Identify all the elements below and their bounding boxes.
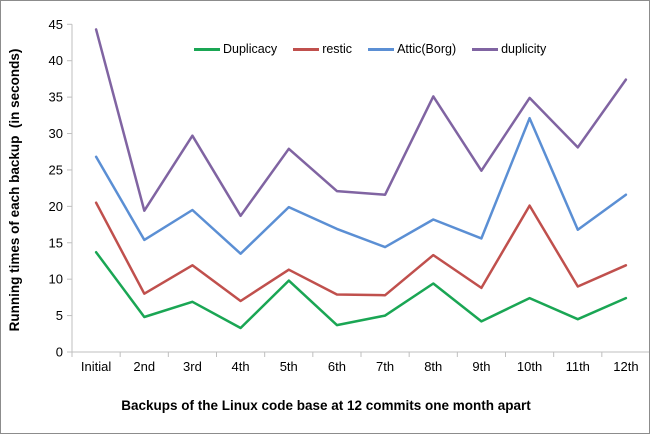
legend-item-attic-borg-: Attic(Borg) [368, 42, 456, 56]
x-category-label: 2nd [133, 359, 155, 374]
x-category-label: 7th [376, 359, 394, 374]
series-line-duplicacy [94, 250, 628, 330]
x-category-label: 3rd [183, 359, 202, 374]
series-line-attic-borg- [94, 116, 628, 255]
legend-label: Attic(Borg) [397, 42, 457, 56]
y-axis-title: Running times of each backup (in seconds… [7, 48, 22, 332]
y-tick-label: 5 [56, 308, 63, 323]
y-tick-label: 30 [49, 126, 63, 141]
y-tick-label: 45 [49, 17, 63, 32]
legend-label: Duplicacy [223, 42, 278, 56]
x-category-label: 4th [232, 359, 250, 374]
x-category-label: 10th [517, 359, 542, 374]
series-line-restic [94, 201, 628, 303]
legend-swatch [368, 47, 395, 51]
legend-label: restic [322, 42, 353, 56]
x-category-label: 6th [328, 359, 346, 374]
legend-item-duplicacy: Duplicacy [194, 42, 277, 56]
x-category-label: 12th [613, 359, 638, 374]
legend-swatch [472, 47, 499, 51]
x-category-label: Initial [81, 359, 111, 374]
legend-item-restic: restic [293, 42, 352, 56]
y-tick-label: 15 [49, 235, 63, 250]
x-category-label: 5th [280, 359, 298, 374]
y-tick-label: 20 [49, 199, 63, 214]
y-tick-label: 35 [49, 90, 63, 105]
legend-swatch [293, 47, 320, 51]
chart-legend: Duplicacy restic Attic(Borg) duplicity [194, 42, 546, 56]
legend-label: duplicity [501, 42, 547, 56]
x-category-label: 11th [566, 359, 590, 374]
legend-swatch [194, 47, 220, 51]
y-tick-label: 25 [49, 162, 63, 177]
x-category-label: 9th [472, 359, 490, 374]
series-line-duplicity [94, 28, 628, 218]
x-category-label: 8th [424, 359, 442, 374]
y-tick-label: 40 [49, 53, 63, 68]
y-tick-label: 0 [56, 345, 63, 360]
y-tick-label: 10 [49, 272, 63, 287]
legend-item-duplicity: duplicity [472, 42, 546, 56]
x-axis-title: Backups of the Linux code base at 12 com… [121, 398, 531, 413]
